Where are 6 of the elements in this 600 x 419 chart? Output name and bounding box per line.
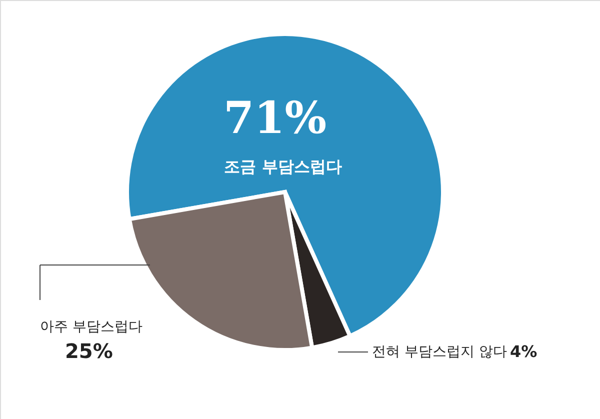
slice-label: 아주 부담스럽다 [40,319,142,335]
slice-label: 전혀 부담스럽지 않다 [372,344,507,360]
slice-label: 조금 부담스럽다 [224,157,342,176]
data-label: 25% [65,339,113,363]
data-label: 71% [223,93,327,144]
data-label: 4% [510,342,538,361]
